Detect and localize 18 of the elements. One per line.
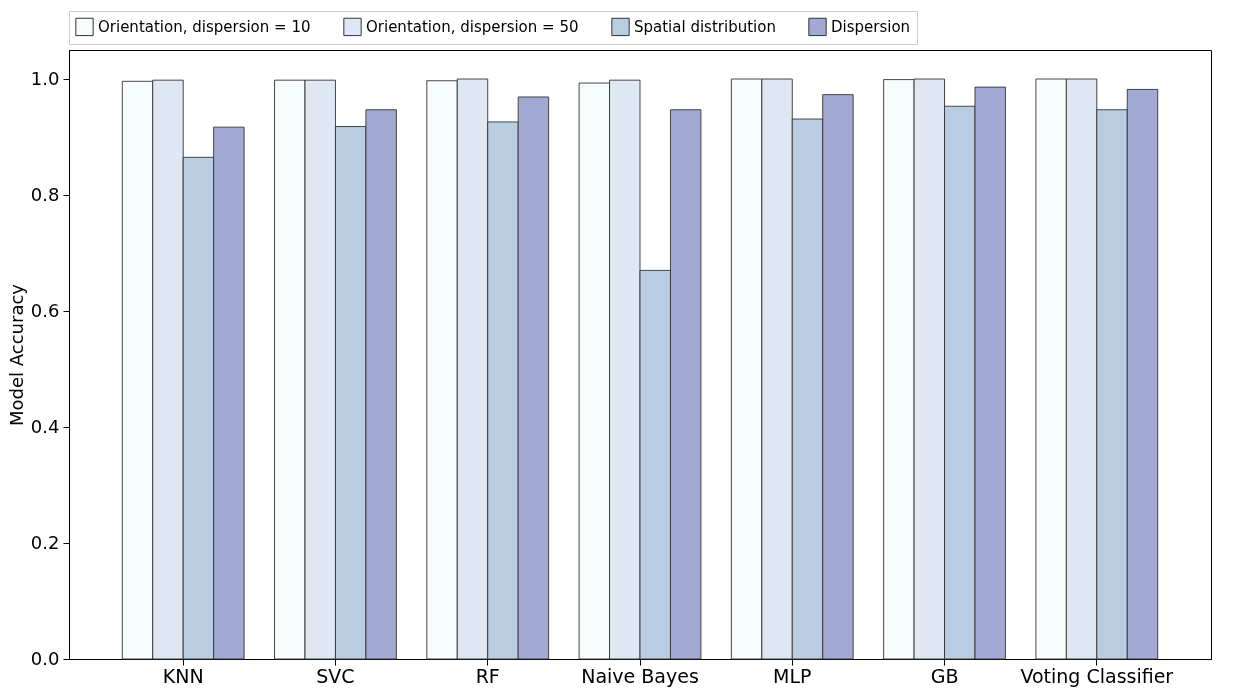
legend-label: Dispersion — [831, 17, 911, 36]
y-tick-label: 0.2 — [30, 531, 60, 553]
y-tick-label: 0.8 — [30, 183, 60, 205]
legend-label: Orientation, dispersion = 10 — [98, 17, 311, 36]
x-tick-label: KNN — [162, 664, 204, 687]
y-axis-title: Model Accuracy — [5, 283, 27, 426]
y-tick-label: 0.0 — [30, 647, 60, 669]
x-tick-label: RF — [475, 664, 500, 687]
legend-label: Orientation, dispersion = 50 — [366, 17, 579, 36]
y-tick-label: 1.0 — [30, 67, 60, 89]
legend-label: Spatial distribution — [634, 17, 776, 36]
x-tick-label: MLP — [773, 664, 812, 687]
x-tick-label: GB — [930, 664, 959, 687]
y-tick-label: 0.6 — [30, 299, 60, 321]
y-tick-label: 0.4 — [30, 415, 60, 437]
x-tick-label: Voting Classifier — [1020, 664, 1174, 687]
x-tick-label: SVC — [316, 664, 355, 687]
x-tick-label: Naive Bayes — [581, 664, 699, 687]
